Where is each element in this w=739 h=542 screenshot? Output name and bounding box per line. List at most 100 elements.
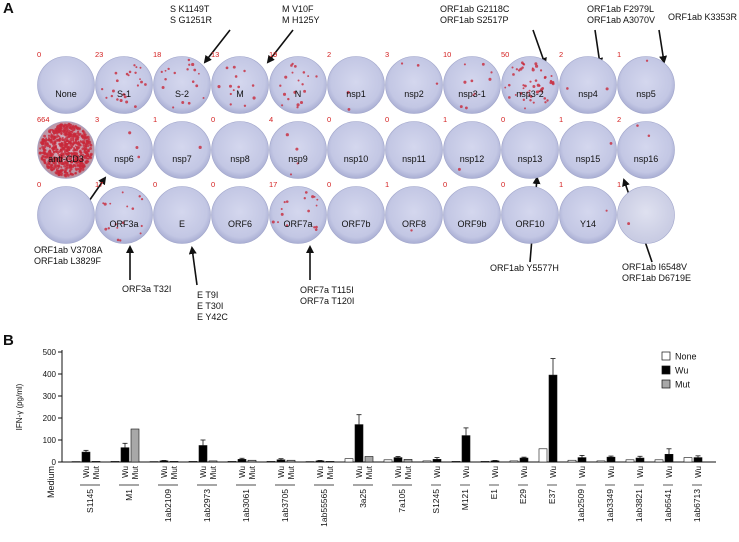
spot [64, 145, 68, 149]
y-tick-label: 100 [43, 436, 57, 445]
spot [59, 149, 63, 153]
spot [75, 145, 79, 149]
annotation: E Y42C [197, 312, 228, 322]
well [95, 56, 153, 114]
well [501, 186, 559, 244]
well [211, 121, 269, 179]
bar [625, 459, 635, 463]
bar [325, 461, 335, 463]
spot [512, 73, 515, 76]
spot [49, 154, 52, 157]
well-count: 0 [385, 115, 389, 124]
spot [225, 66, 229, 70]
spot [119, 98, 123, 103]
x-sublabel: Wu [636, 466, 645, 478]
spot [528, 89, 531, 92]
spot [64, 161, 68, 165]
well-label: N [295, 89, 302, 99]
annotation: ORF1ab S2517P [440, 15, 509, 25]
spot [75, 154, 78, 157]
spot [627, 222, 631, 226]
x-tick-label: E1 [489, 489, 499, 500]
x-sublabel: Mut [209, 465, 218, 479]
x-tick-label: 1ab3705 [280, 489, 290, 522]
spot [64, 156, 66, 158]
baseline-label: Medium [46, 466, 56, 498]
well-label: nsp16 [634, 154, 659, 164]
spot [73, 156, 76, 159]
spot [83, 146, 86, 150]
spot [234, 75, 238, 78]
spot [78, 150, 82, 153]
arrow [266, 29, 294, 64]
spot [69, 157, 72, 160]
spot [74, 171, 78, 175]
spot [56, 134, 60, 138]
spots [160, 58, 205, 109]
well-count: 1 [617, 50, 621, 59]
spots [346, 90, 351, 111]
spot [76, 155, 80, 159]
spot [52, 158, 55, 161]
well-label: nsp8 [230, 154, 250, 164]
spot [85, 159, 88, 163]
well-count: 1 [385, 180, 389, 189]
spot [232, 65, 236, 69]
spot [81, 135, 84, 138]
legend-label: Wu [675, 366, 688, 376]
spot [172, 106, 175, 109]
spot [285, 224, 289, 227]
spot [410, 229, 413, 232]
spot [66, 132, 70, 135]
x-tick-label: 1ab3061 [241, 489, 251, 522]
spots [504, 61, 555, 110]
spot [202, 96, 205, 99]
y-tick-label: 0 [52, 458, 57, 467]
well [37, 56, 95, 114]
well-label: ORF3a [109, 219, 138, 229]
spot [43, 134, 47, 138]
spot [78, 170, 81, 173]
spot [303, 197, 306, 200]
spot [316, 198, 319, 201]
spot [237, 85, 241, 89]
well-count: 1 [153, 115, 157, 124]
well-count: 50 [501, 50, 509, 59]
spot [131, 207, 135, 210]
spot [76, 158, 79, 161]
well-count: 0 [327, 180, 331, 189]
spots [285, 133, 299, 176]
spot [70, 123, 73, 126]
spot [543, 97, 547, 100]
spots [636, 124, 651, 137]
spot [139, 78, 141, 81]
spot [82, 144, 85, 147]
spot [47, 134, 51, 137]
y-tick-label: 300 [43, 392, 57, 401]
spot [114, 71, 118, 75]
spot [89, 147, 93, 150]
spot [539, 88, 543, 92]
spot [70, 130, 73, 133]
spots [100, 64, 147, 109]
spot [75, 160, 79, 163]
spot [55, 168, 58, 171]
spot [538, 90, 541, 93]
well-label: nsp15 [576, 154, 601, 164]
well-count: 0 [37, 180, 41, 189]
spot [59, 170, 63, 174]
annotation: ORF1ab A3070V [587, 15, 655, 25]
bar [354, 424, 364, 463]
spot [65, 123, 69, 127]
arrow [594, 29, 604, 66]
x-sublabel: Mut [170, 465, 179, 479]
spot [58, 142, 62, 146]
spot [83, 135, 87, 138]
spot [81, 158, 84, 162]
spot [65, 150, 68, 153]
spot [522, 87, 525, 90]
well-count: 0 [501, 180, 505, 189]
spot [86, 153, 90, 156]
spot [519, 91, 523, 95]
spot [281, 104, 284, 107]
